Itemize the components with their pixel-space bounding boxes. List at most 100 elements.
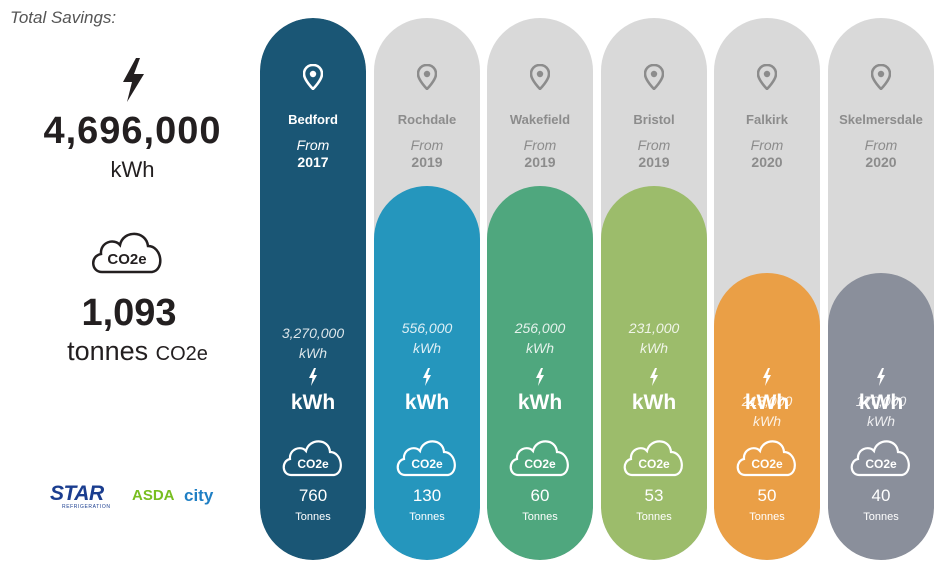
energy-saving-unit: kWh	[867, 413, 895, 429]
location-pin-icon	[303, 64, 323, 90]
co2-tonnes-value: 40	[871, 486, 891, 505]
from-label: From	[864, 137, 898, 153]
site-pill-falkirk: Falkirk From 2020 213,000 kWh kWh CO2e 50 Tonnes	[714, 18, 820, 560]
tonnes-label: Tonnes	[522, 511, 558, 523]
star-refrigeration-tagline: REFRIGERATION	[62, 504, 111, 510]
lightning-bolt-icon	[423, 368, 431, 386]
from-label: From	[296, 137, 330, 153]
co2-cloud-icon: CO2e	[396, 440, 456, 477]
from-label: From	[750, 137, 784, 153]
energy-saving-number: 170,000	[855, 393, 907, 409]
lightning-bolt-icon	[763, 368, 771, 386]
lightning-bolt-icon	[877, 368, 885, 386]
site-name: Falkirk	[746, 112, 788, 127]
kwh-label: kWh	[631, 391, 677, 414]
energy-saving-value: 231,000 kWh	[601, 318, 707, 358]
total-savings-title: Total Savings:	[10, 8, 117, 27]
start-year: 2019	[524, 154, 556, 170]
city-logo: city	[184, 486, 214, 505]
savings-bar-falkirk	[714, 273, 820, 560]
energy-saving-value: 256,000 kWh	[487, 318, 593, 358]
lightning-bolt-icon	[536, 368, 544, 386]
co2-cloud-icon: CO2e	[92, 232, 162, 274]
savings-bar-skelmersdale	[828, 273, 934, 560]
tonnes-label: Tonnes	[749, 511, 785, 523]
lightning-bolt-icon	[123, 58, 144, 102]
co2-unit-word: tonnes	[67, 336, 149, 366]
co2-badge-text: CO2e	[524, 457, 556, 471]
energy-saving-value: 3,270,000 kWh	[260, 323, 366, 363]
co2-badge-text: CO2e	[638, 457, 670, 471]
site-name: Bedford	[288, 112, 338, 127]
co2-unit-symbol: CO2e	[155, 343, 208, 365]
energy-saving-unit: kWh	[753, 413, 781, 429]
site-name: Skelmersdale	[839, 112, 923, 127]
energy-saving-value: 213,000 kWh	[714, 391, 820, 431]
co2-tonnes-value: 130	[412, 486, 442, 505]
location-pin-icon	[644, 64, 664, 90]
kwh-label: kWh	[744, 391, 790, 414]
co2-tonnes-value: 53	[644, 486, 664, 505]
energy-saving-number: 3,270,000	[281, 325, 345, 341]
energy-saving-number: 256,000	[514, 320, 566, 336]
total-kwh-unit: kWh	[110, 157, 155, 182]
energy-saving-number: 231,000	[628, 320, 680, 336]
kwh-label: kWh	[858, 391, 904, 414]
co2-cloud-icon: CO2e	[509, 440, 569, 477]
kwh-label: kWh	[290, 391, 336, 414]
energy-saving-value: 556,000 kWh	[374, 318, 480, 358]
tonnes-label: Tonnes	[295, 511, 331, 523]
energy-saving-unit: kWh	[299, 345, 327, 361]
start-year: 2019	[411, 154, 443, 170]
location-pin-icon	[871, 64, 891, 90]
co2-badge-text: CO2e	[411, 457, 443, 471]
start-year: 2020	[865, 154, 897, 170]
tonnes-label: Tonnes	[409, 511, 445, 523]
co2-badge-text: CO2e	[297, 457, 329, 471]
kwh-label: kWh	[517, 391, 563, 414]
site-pill-skelmersdale: Skelmersdale From 2020 170,000 kWh kWh CO2e 40 T…	[828, 18, 934, 560]
co2-badge-text: CO2e	[865, 457, 897, 471]
site-pill-bristol: Bristol From 2019 231,000 kWh kWh CO2e 53 Tonnes	[601, 18, 707, 560]
tonnes-label: Tonnes	[636, 511, 672, 523]
tonnes-label: Tonnes	[863, 511, 899, 523]
co2-cloud-icon: CO2e	[282, 440, 342, 477]
site-pill-rochdale: Rochdale From 2019 556,000 kWh kWh CO2e 130 Tonn…	[374, 18, 480, 560]
start-year: 2017	[297, 154, 329, 170]
asda-logo: ASDA	[132, 487, 175, 504]
total-co2-unit: tonnes CO2e	[0, 336, 275, 367]
site-name: Wakefield	[509, 112, 571, 127]
from-label: From	[523, 137, 557, 153]
kwh-label: kWh	[404, 391, 450, 414]
location-pin-icon	[530, 64, 550, 90]
co2-cloud-icon: CO2e	[736, 440, 796, 477]
from-label: From	[410, 137, 444, 153]
lightning-bolt-icon	[650, 368, 658, 386]
co2-tonnes-value: 760	[298, 486, 328, 505]
energy-saving-unit: kWh	[413, 340, 441, 356]
co2-tonnes-value: 60	[530, 486, 550, 505]
lightning-bolt-icon	[309, 368, 317, 386]
energy-saving-number: 213,000	[741, 393, 793, 409]
energy-saving-value: 170,000 kWh	[828, 391, 934, 431]
site-name: Rochdale	[397, 112, 457, 127]
total-savings-panel: Total Savings: 4,696,000 kWh CO2e 1,093 …	[0, 0, 250, 569]
co2-badge-text: CO2e	[751, 457, 783, 471]
energy-saving-unit: kWh	[526, 340, 554, 356]
location-pin-icon	[757, 64, 777, 90]
co2-cloud-icon: CO2e	[623, 440, 683, 477]
energy-saving-number: 556,000	[401, 320, 453, 336]
total-kwh-value: 4,696,000	[43, 110, 222, 152]
co2-cloud-icon: CO2e	[850, 440, 910, 477]
co2-tonnes-value: 50	[757, 486, 777, 505]
savings-bar-bedford	[260, 18, 366, 560]
star-refrigeration-logo: STAR	[50, 482, 104, 505]
total-co2-value: 1,093	[81, 292, 177, 334]
site-pill-bedford: Bedford From 2017 3,270,000 kWh kWh CO2e 760 Ton…	[260, 18, 366, 560]
from-label: From	[637, 137, 671, 153]
site-pill-wakefield: Wakefield From 2019 256,000 kWh kWh CO2e 60 Tonn…	[487, 18, 593, 560]
start-year: 2019	[638, 154, 670, 170]
location-pin-icon	[417, 64, 437, 90]
site-name: Bristol	[633, 112, 675, 127]
start-year: 2020	[751, 154, 783, 170]
